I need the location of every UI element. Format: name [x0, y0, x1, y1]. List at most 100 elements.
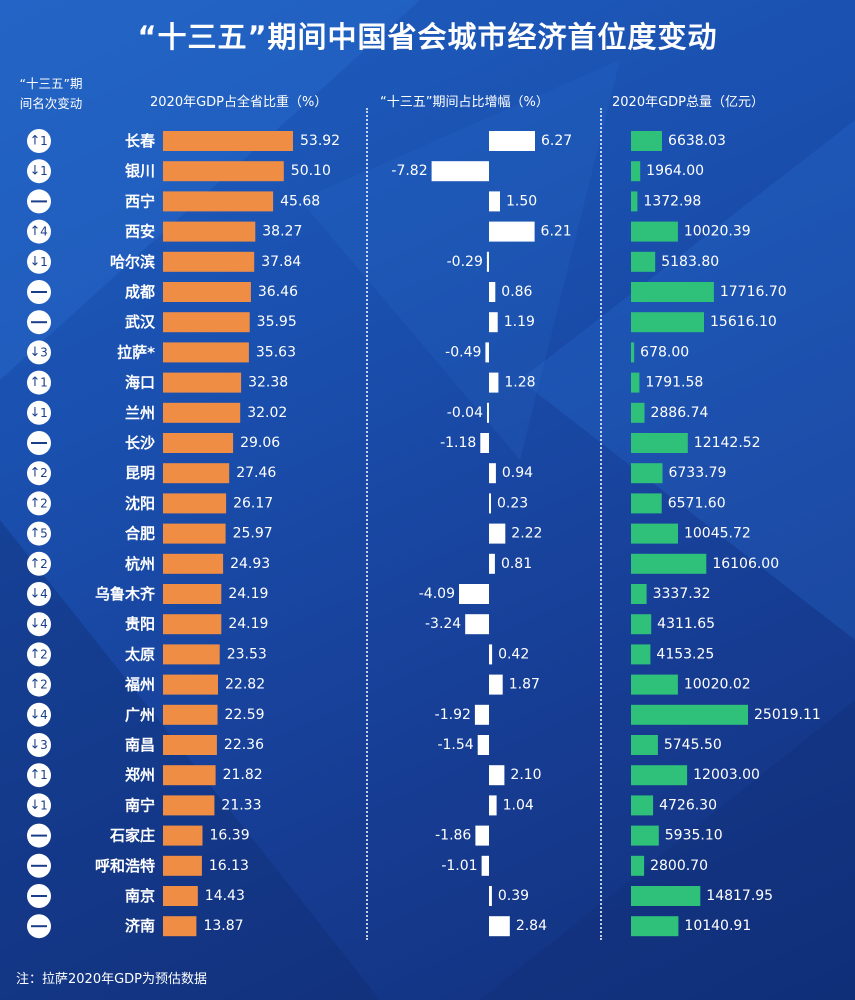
rank-change-circle	[27, 733, 51, 757]
growth-value-label: -1.18	[440, 435, 476, 451]
category-label: 长沙	[125, 434, 155, 452]
total-bar	[631, 704, 748, 725]
growth-value-label: 1.28	[504, 375, 535, 391]
total-value-label: 5183.80	[661, 254, 719, 270]
rank-change-circle	[27, 612, 51, 637]
total-bar	[631, 433, 688, 453]
category-label: 济南	[125, 917, 155, 935]
page-title: “十三五”期间中国省会城市经济首位度变动	[137, 20, 718, 54]
category-label: 成都	[125, 283, 155, 301]
share-value-label: 32.38	[248, 375, 288, 391]
rank-change-circle	[27, 370, 51, 395]
growth-bar	[480, 433, 489, 453]
arrow-up-icon: ↑	[30, 496, 41, 511]
rank-change-icon: ↑ 2	[27, 642, 51, 667]
total-value-label: 5745.50	[664, 737, 722, 753]
arrow-up-icon: ↑	[30, 647, 41, 662]
rank-change-icon	[27, 914, 51, 939]
growth-bar	[489, 886, 492, 906]
rank-change-count: 2	[40, 466, 48, 480]
header-growth: “十三五”期间占比增幅（%）	[380, 95, 549, 110]
rank-change-count: 2	[40, 557, 48, 571]
growth-value-label: 2.10	[510, 767, 541, 783]
rank-change-circle	[27, 702, 51, 727]
share-bar	[163, 342, 249, 363]
growth-value-label: -1.92	[435, 707, 471, 723]
category-label: 呼和浩特	[95, 857, 155, 875]
category-label: 拉萨*	[117, 343, 155, 361]
rank-change-count: 1	[40, 768, 48, 782]
total-value-label: 678.00	[640, 344, 689, 360]
arrow-down-icon: ↓	[30, 738, 41, 753]
share-value-label: 32.02	[247, 405, 287, 421]
share-value-label: 35.95	[257, 314, 297, 330]
category-label: 南京	[125, 887, 155, 905]
total-value-label: 2800.70	[650, 858, 708, 874]
share-bar	[163, 553, 224, 574]
category-label: 哈尔滨	[110, 253, 155, 271]
rank-change-icon: ↑ 5	[27, 521, 51, 546]
total-bar	[631, 372, 640, 393]
category-label: 沈阳	[125, 494, 155, 512]
arrow-up-icon: ↑	[30, 466, 41, 481]
rank-change-icon: ↓ 1	[27, 159, 51, 184]
category-label: 海口	[125, 374, 155, 392]
rank-change-icon	[27, 884, 51, 908]
growth-value-label: 0.23	[497, 495, 528, 511]
share-value-label: 45.68	[280, 193, 320, 209]
rank-change-circle	[27, 793, 51, 818]
total-value-label: 16106.00	[712, 556, 779, 572]
total-bar	[631, 161, 641, 182]
arrow-up-icon: ↑	[30, 224, 41, 239]
share-bar	[163, 704, 218, 725]
total-value-label: 4311.65	[657, 616, 715, 632]
rank-change-circle	[27, 491, 51, 516]
growth-bar	[489, 644, 493, 665]
share-value-label: 22.36	[224, 737, 264, 753]
share-bar	[163, 584, 222, 604]
total-value-label: 4153.25	[656, 646, 714, 662]
growth-value-label: 1.50	[506, 193, 537, 209]
total-value-label: 12003.00	[693, 767, 760, 783]
share-value-label: 21.82	[223, 767, 263, 783]
rank-change-icon: ↓ 1	[27, 793, 51, 818]
arrow-down-icon: ↓	[30, 254, 41, 269]
growth-value-label: 2.22	[511, 526, 542, 542]
growth-value-label: -0.49	[445, 344, 481, 360]
arrow-up-icon: ↑	[30, 556, 41, 571]
rank-change-icon: ↓ 1	[27, 400, 51, 425]
rank-change-count: 1	[40, 255, 48, 269]
growth-value-label: -0.29	[447, 254, 483, 270]
category-label: 福州	[124, 676, 155, 694]
header-rank-change-line: 间名次变动	[19, 96, 83, 111]
growth-value-label: -1.86	[435, 828, 471, 844]
rank-change-circle	[27, 219, 51, 244]
growth-value-label: 0.94	[502, 465, 533, 481]
total-value-label: 1791.58	[645, 375, 703, 391]
growth-bar	[475, 825, 489, 846]
rank-change-icon: ↓ 3	[27, 340, 51, 365]
growth-bar	[485, 342, 489, 363]
share-bar	[163, 433, 234, 453]
total-value-label: 5935.10	[665, 828, 723, 844]
share-value-label: 27.46	[236, 465, 276, 481]
rank-change-icon: ↑ 1	[27, 129, 51, 153]
share-bar	[163, 221, 256, 242]
share-value-label: 53.92	[300, 133, 340, 149]
total-value-label: 14817.95	[706, 888, 773, 904]
rank-change-icon	[27, 853, 51, 878]
category-label: 广州	[125, 706, 155, 724]
rank-change-circle	[27, 159, 51, 184]
rank-change-icon: ↓ 1	[27, 249, 51, 274]
arrow-down-icon: ↓	[30, 798, 41, 813]
total-value-label: 15616.10	[710, 314, 777, 330]
rank-change-icon	[27, 189, 51, 214]
rank-change-count: 2	[40, 647, 48, 661]
total-bar	[631, 221, 678, 242]
total-value-label: 2886.74	[650, 405, 708, 421]
arrow-up-icon: ↑	[30, 375, 41, 390]
category-label: 武汉	[125, 313, 156, 331]
share-value-label: 22.59	[224, 707, 264, 723]
total-bar	[631, 674, 678, 695]
rank-change-icon: ↓ 4	[27, 702, 51, 727]
